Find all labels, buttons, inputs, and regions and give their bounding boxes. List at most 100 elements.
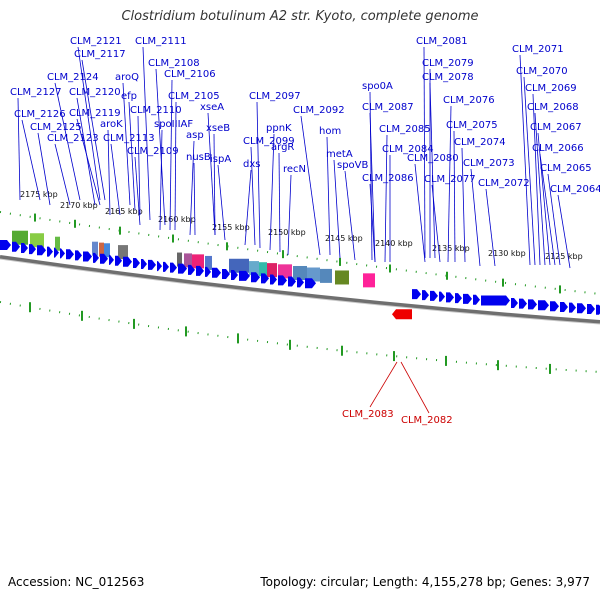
feature-block	[363, 273, 375, 288]
feature-block	[205, 255, 212, 270]
gene-label-forward[interactable]: CLM_2064	[550, 184, 600, 195]
leader-line	[244, 169, 252, 246]
gene-label-forward[interactable]: CLM_2075	[446, 120, 498, 131]
gene-label-reverse[interactable]: CLM_2082	[401, 415, 453, 426]
gene-label-forward[interactable]: aroK	[100, 119, 123, 130]
forward-cds-arrow	[170, 262, 177, 273]
gene-label-forward[interactable]: CLM_2106	[164, 69, 216, 80]
gene-label-forward[interactable]: xseA	[200, 102, 224, 113]
gene-labels: CLM_2121 CLM_2111 CLM_2117 aroQ CLM_2124 CLM_…	[10, 36, 600, 426]
gene-label-forward[interactable]: hom	[319, 126, 341, 137]
gene-label-forward[interactable]: CLM_2124	[47, 72, 99, 83]
gene-label-forward[interactable]: xseB	[206, 123, 230, 134]
gene-label-forward[interactable]: CLM_2085	[379, 124, 431, 135]
forward-cds-arrow	[163, 261, 169, 272]
gene-label-forward[interactable]: CLM_2086	[362, 173, 414, 184]
gene-label-forward[interactable]: CLM_2099	[243, 136, 295, 147]
gene-label-reverse[interactable]: CLM_2083	[342, 409, 394, 420]
gene-label-forward[interactable]: CLM_2069	[525, 83, 577, 94]
leader-line	[134, 156, 141, 226]
gene-label-forward[interactable]: CLM_2105	[168, 91, 220, 102]
feature-block	[278, 264, 292, 279]
gene-label-forward[interactable]: aroQ	[115, 72, 139, 83]
forward-cds-arrow	[83, 251, 92, 262]
accession-text: Accession: NC_012563	[8, 575, 145, 589]
gene-label-forward[interactable]: CLM_2111	[135, 36, 187, 47]
gene-label-forward[interactable]: CLM_2109	[127, 146, 179, 157]
feature-block	[177, 252, 182, 267]
gene-label-forward[interactable]: CLM_2123	[47, 133, 99, 144]
gene-label-forward[interactable]: CLM_2113	[103, 133, 155, 144]
leader-line	[189, 140, 195, 236]
gene-label-forward[interactable]: ispA	[210, 154, 231, 165]
gene-label-forward[interactable]: CLM_2065	[540, 163, 592, 174]
gene-label-forward[interactable]: CLM_2076	[443, 95, 495, 106]
forward-cds-arrow	[47, 246, 53, 257]
gene-label-forward[interactable]: CLM_2127	[10, 87, 62, 98]
gene-label-forward[interactable]: spoVB	[337, 160, 369, 171]
gene-label-forward[interactable]: CLM_2117	[74, 49, 126, 60]
leader-line	[137, 115, 141, 216]
gene-label-forward[interactable]: CLM_2120	[69, 87, 121, 98]
gene-label-forward[interactable]: CLM_2119	[69, 108, 121, 119]
forward-cds-arrow	[481, 295, 510, 306]
gene-label-forward[interactable]: CLM_2084	[382, 144, 434, 155]
gene-label-forward[interactable]: CLM_2079	[422, 58, 474, 69]
feature-block	[320, 268, 332, 283]
feature-block	[192, 254, 204, 269]
forward-cds-arrow	[297, 277, 304, 288]
forward-cds-arrow	[422, 290, 429, 301]
gene-label-forward[interactable]: efp	[121, 91, 137, 102]
gene-label-forward[interactable]: argR	[271, 142, 294, 153]
forward-cds-arrow	[178, 263, 187, 274]
gene-label-forward[interactable]: dxs	[243, 159, 260, 170]
gene-label-forward[interactable]: CLM_2078	[422, 72, 474, 83]
gene-label-forward[interactable]: CLM_2071	[512, 44, 564, 55]
gene-label-forward[interactable]: asp	[186, 130, 204, 141]
leader-line	[485, 188, 496, 267]
gene-label-forward[interactable]: nusB	[186, 152, 211, 163]
gene-label-forward[interactable]: CLM_2108	[148, 58, 200, 69]
forward-cds-arrow	[511, 298, 518, 309]
gene-label-forward[interactable]: recN	[283, 164, 306, 175]
forward-cds-arrow	[270, 274, 277, 285]
forward-cds-arrow	[596, 304, 600, 315]
leader-line	[300, 115, 321, 256]
leader-line	[37, 132, 51, 206]
scale-ticks	[29, 213, 561, 374]
gene-label-forward[interactable]: CLM_2074	[454, 137, 506, 148]
gene-label-forward[interactable]: spo0A	[362, 81, 393, 92]
gene-label-forward[interactable]: CLM_2121	[70, 36, 122, 47]
forward-cds-arrow	[473, 294, 480, 305]
gene-label-forward[interactable]: spoIIIAF	[154, 119, 193, 130]
forward-cds-arrow	[278, 275, 287, 286]
forward-cds-arrow	[560, 301, 568, 312]
forward-cds-arrow	[569, 302, 576, 313]
gene-label-forward[interactable]: CLM_2092	[293, 105, 345, 116]
gene-label-forward[interactable]: CLM_2125	[30, 122, 82, 133]
gene-label-forward[interactable]: CLM_2077	[424, 174, 476, 185]
gene-label-forward[interactable]: CLM_2081	[416, 36, 468, 47]
leader-line	[461, 147, 466, 263]
gene-label-forward[interactable]: CLM_2110	[130, 105, 182, 116]
leader-line	[155, 68, 166, 226]
gene-label-forward[interactable]: CLM_2080	[407, 153, 459, 164]
leader-line	[400, 361, 430, 414]
forward-cds-arrow	[577, 303, 586, 314]
gene-label-forward[interactable]: CLM_2087	[362, 102, 414, 113]
gene-label-forward[interactable]: CLM_2066	[532, 143, 584, 154]
gene-label-forward[interactable]: CLM_2072	[478, 178, 530, 189]
gene-label-forward[interactable]: CLM_2126	[14, 109, 66, 120]
leader-line	[453, 130, 456, 263]
gene-label-forward[interactable]: CLM_2067	[530, 122, 582, 133]
leader-line	[217, 164, 226, 241]
leader-line	[534, 112, 546, 266]
gene-label-forward[interactable]: CLM_2073	[463, 158, 515, 169]
gene-label-forward[interactable]: CLM_2097	[249, 91, 301, 102]
gene-label-forward[interactable]: CLM_2070	[516, 66, 568, 77]
feature-block	[229, 258, 249, 273]
gene-label-forward[interactable]: metA	[326, 149, 353, 160]
gene-label-forward[interactable]: CLM_2068	[527, 102, 579, 113]
gene-label-forward[interactable]: ppnK	[266, 123, 292, 134]
